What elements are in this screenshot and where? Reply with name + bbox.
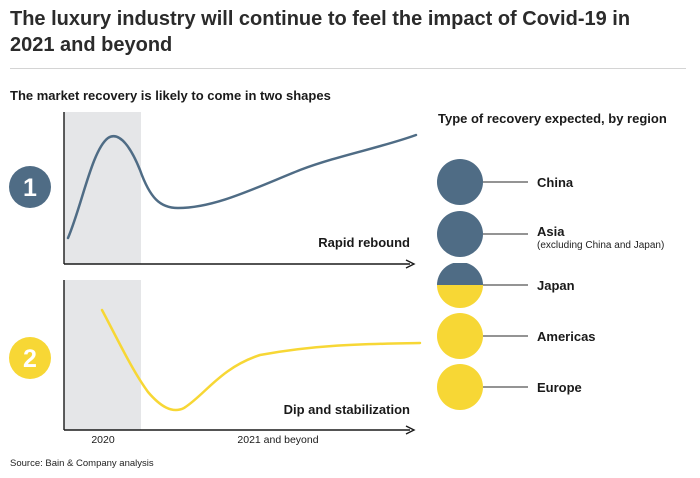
- source-note: Source: Bain & Company analysis: [10, 458, 154, 469]
- region-europe-circle: [437, 364, 483, 410]
- chart2-axes: [63, 280, 416, 435]
- region-china-circle: [437, 159, 483, 205]
- region-asia-circle: [437, 211, 483, 257]
- badge-2: [9, 337, 51, 379]
- shaded-period-2020-bottom: [64, 280, 141, 430]
- region-label-japan: Japan: [537, 278, 575, 293]
- region-japan-circle-top: [437, 263, 483, 285]
- rapid-rebound-label: Rapid rebound: [318, 235, 410, 250]
- region-americas-circle: [437, 313, 483, 359]
- page-title: The luxury industry will continue to fee…: [10, 8, 631, 56]
- dip-stabilization-label: Dip and stabilization: [284, 402, 410, 417]
- region-note-asia: (excluding China and Japan): [537, 240, 665, 251]
- badge-2-number: 2: [23, 345, 37, 373]
- chart1-axes: [63, 112, 416, 269]
- region-label-china: China: [537, 175, 574, 190]
- x-tick-label-2021-beyond: 2021 and beyond: [237, 434, 318, 446]
- region-japan-circle-bottom: [437, 285, 483, 308]
- x-tick-label-2020: 2020: [91, 434, 115, 446]
- title-divider: [10, 68, 686, 69]
- region-legend: [437, 159, 483, 410]
- dip-stabilization-line: [100, 308, 422, 412]
- region-label-americas: Americas: [537, 329, 596, 344]
- legend-title: Type of recovery expected, by region: [438, 111, 667, 126]
- badge-1-number: 1: [23, 174, 37, 202]
- region-label-asia: Asia: [537, 224, 565, 239]
- badge-1: [9, 166, 51, 208]
- rapid-rebound-line: [66, 133, 418, 240]
- region-label-europe: Europe: [537, 380, 582, 395]
- shaded-period-2020-top: [64, 112, 141, 264]
- region-connectors: [483, 181, 528, 388]
- chart-subtitle: The market recovery is likely to come in…: [10, 88, 331, 103]
